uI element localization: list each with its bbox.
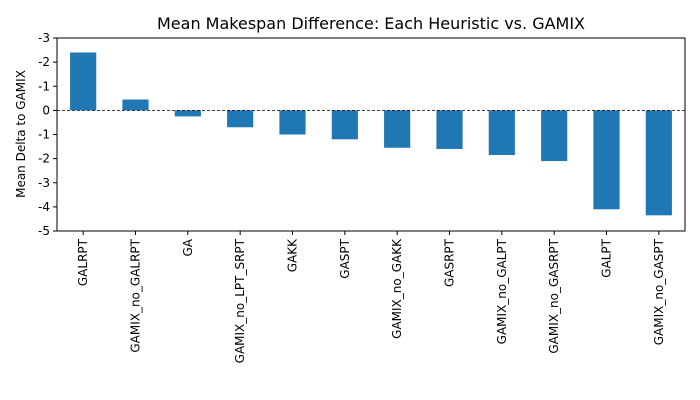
x-axis-ticks: GALRPT GAMIX_no_GALRPT GA GAMIX_no_LPT_SRPT… [76,231,666,363]
y-tick-label: -3 [38,31,50,45]
y-tick-label: -2 [38,152,50,166]
bar-gasrpt [436,110,463,149]
y-tick-label: 0 [42,103,50,117]
chart-title: Mean Makespan Difference: Each Heuristic… [157,14,585,33]
y-tick-label: -3 [38,176,50,190]
plot-frame [56,37,686,232]
y-tick-label: -1 [38,128,50,142]
bar-galrpt [70,52,97,111]
bars-group [70,52,672,216]
x-tick-label: GALPT [600,238,614,277]
bar-gamix-no-gakk [384,110,411,148]
x-tick-label: GAKK [286,238,300,272]
x-tick-label: GALRPT [76,238,90,286]
x-tick-label: GAMIX_no_LPT_SRPT [233,238,247,363]
bar-gamix-no-lpt-srpt [227,110,254,128]
bar-galpt [593,110,620,210]
x-tick-label: GAMIX_no_GALRPT [129,238,143,352]
x-tick-label: GAMIX_no_GASPT [652,238,666,345]
y-axis-ticks: -3 -2 -1 0 -1 -2 -3 -4 -5 [38,31,57,238]
bar-gaspt [331,110,358,140]
y-tick-label: -4 [38,200,50,214]
y-tick-label: -1 [38,79,50,93]
bar-gamix-no-galrpt [122,99,149,111]
bar-gamix-no-galpt [488,110,515,156]
x-tick-label: GAMIX_no_GALPT [495,238,509,344]
x-tick-label: GAMIX_no_GAKK [390,238,404,339]
bar-gamix-no-gaspt [645,110,672,216]
x-tick-label: GA [181,238,195,256]
x-tick-label: GASRPT [443,238,457,287]
bar-ga [174,110,201,117]
y-tick-label: -2 [38,55,50,69]
x-tick-label: GAMIX_no_GASRPT [547,238,561,353]
y-tick-label: -5 [38,224,50,238]
x-tick-label: GASPT [338,238,352,278]
bar-gakk [279,110,306,135]
y-axis-label: Mean Delta to GAMIX [14,70,28,198]
bar-gamix-no-gasrpt [541,110,568,162]
